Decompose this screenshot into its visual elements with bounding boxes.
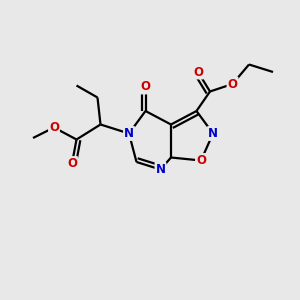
Text: O: O bbox=[140, 80, 151, 94]
Text: N: N bbox=[155, 163, 166, 176]
Text: O: O bbox=[227, 77, 238, 91]
Text: O: O bbox=[193, 65, 203, 79]
Text: O: O bbox=[49, 121, 59, 134]
Text: N: N bbox=[124, 127, 134, 140]
Text: N: N bbox=[208, 127, 218, 140]
Text: O: O bbox=[196, 154, 206, 167]
Text: O: O bbox=[67, 157, 77, 170]
